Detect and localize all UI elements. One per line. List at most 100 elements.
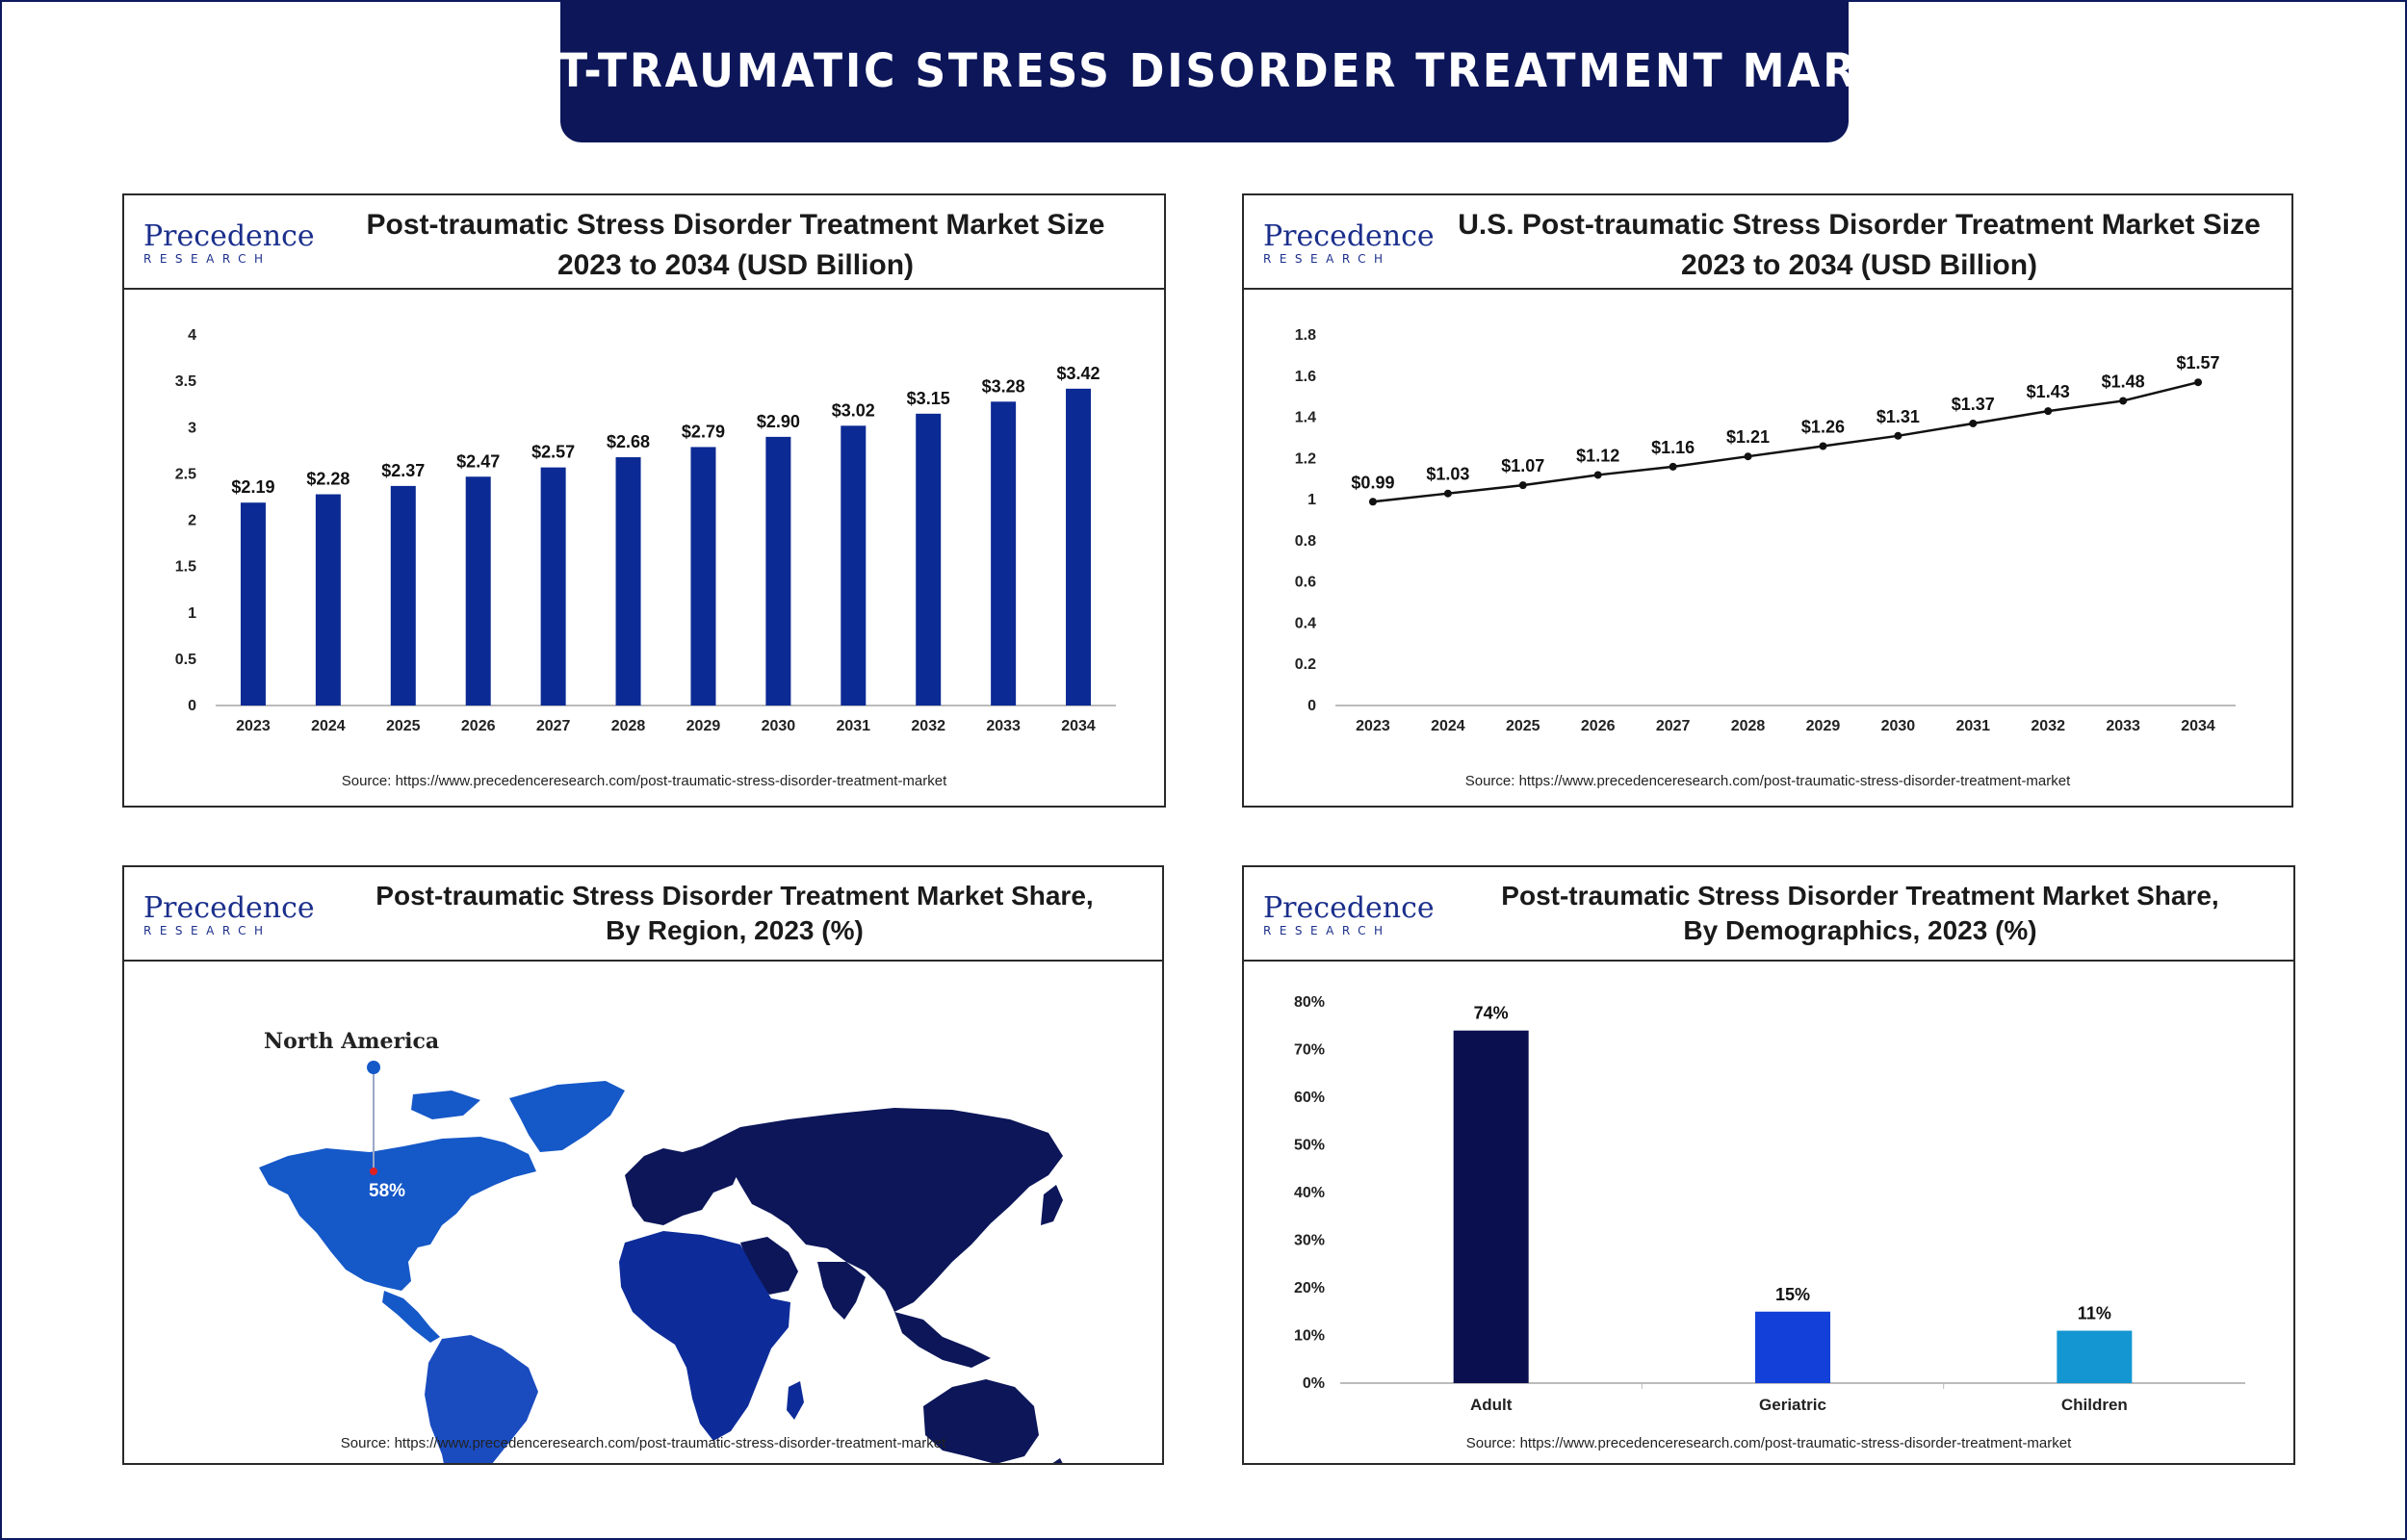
y-tick-label: 1: [188, 605, 196, 622]
y-tick-label: 1.6: [1295, 369, 1316, 385]
bar-value-label: $3.28: [982, 376, 1025, 396]
logo-wordmark: Precedence: [143, 219, 315, 253]
x-tick-label: 2026: [461, 718, 496, 734]
x-tick-label: 2034: [2181, 718, 2215, 734]
precedence-logo: Precedence RESEARCH: [1263, 894, 1435, 938]
point-value-label: $1.26: [1801, 418, 1845, 437]
panel-header: Precedence RESEARCH Post-traumatic Stres…: [1244, 867, 2293, 962]
callout-marker: [370, 1168, 377, 1175]
map-australia: [923, 1379, 1039, 1463]
map-asia: [702, 1108, 1063, 1312]
data-point: [2044, 407, 2053, 416]
y-tick-label: 0.4: [1295, 615, 1316, 631]
point-value-label: $1.12: [1576, 446, 1619, 465]
demographics-bar-chart: 0% 10% 20% 30% 40% 50% 60% 70% 80% 74% Adult 15% Ger…: [1294, 994, 2245, 1414]
y-tick-label: 4: [188, 327, 196, 344]
x-tick-label: 2031: [836, 718, 870, 734]
bar: [390, 485, 416, 706]
world-map: [259, 1061, 1063, 1463]
chart-title: U.S. Post-traumatic Stress Disorder Trea…: [1446, 205, 2272, 286]
chart-title-line-1: Post-traumatic Stress Disorder Treatment…: [366, 209, 1105, 241]
callout-dot: [367, 1061, 380, 1074]
x-tick-label: 2030: [762, 718, 796, 734]
map-south-america: [425, 1335, 538, 1463]
x-tick-label: 2030: [1881, 718, 1916, 734]
x-tick-label: 2033: [2106, 718, 2140, 734]
chart-title-line-1: U.S. Post-traumatic Stress Disorder Trea…: [1458, 209, 2261, 241]
point-value-label: $1.31: [1876, 407, 1920, 426]
x-tick-label: 2029: [686, 718, 721, 734]
data-point: [1669, 462, 1677, 471]
x-tick-label: 2023: [1356, 718, 1390, 734]
point-value-label: $0.99: [1351, 473, 1394, 492]
chart-title-line-2: 2023 to 2034 (USD Billion): [556, 249, 915, 281]
logo-subtext: RESEARCH: [143, 924, 272, 937]
y-tick-label: 70%: [1294, 1042, 1325, 1059]
x-tick-label: 2032: [911, 718, 945, 734]
bar-value-label: $2.79: [682, 422, 725, 441]
chart-title: Post-traumatic Stress Disorder Treatment…: [326, 879, 1143, 948]
series-line: [1372, 380, 2199, 503]
bar-value-label: $2.57: [531, 443, 575, 462]
map-europe: [625, 1146, 740, 1225]
point-value-label: $1.43: [2027, 382, 2070, 401]
bar: [615, 457, 641, 706]
x-tick-label: 2032: [2031, 718, 2065, 734]
chart-title: Post-traumatic Stress Disorder Treatment…: [1446, 879, 2274, 948]
demographics-share-panel: Precedence RESEARCH Post-traumatic Stres…: [1242, 865, 2295, 1465]
point-value-label: $1.07: [1501, 456, 1544, 475]
map-north-america: [259, 1137, 536, 1291]
logo-subtext: RESEARCH: [1263, 924, 1391, 937]
y-tick-label: 0.5: [175, 652, 196, 668]
us-market-size-line-chart: 0 0.2 0.4 0.6 0.8 1 1.2 1.4 1.6 1.8 $0.99 2023 $1.03…: [1295, 327, 2236, 734]
source-text: Source: https://www.precedenceresearch.c…: [1464, 773, 2071, 789]
point-value-label: $1.48: [2102, 372, 2145, 391]
y-tick-label: 1.8: [1295, 327, 1316, 344]
x-tick-label: 2028: [1731, 718, 1766, 734]
y-tick-label: 0: [1307, 698, 1316, 714]
market-size-bar-chart: 0 0.5 1 1.5 2 2.5 3 3.5 4 $2.19 2023 $2.28 2024 $2.37…: [175, 327, 1116, 734]
bar: [540, 467, 566, 706]
bar-value-label: 74%: [1474, 1004, 1509, 1023]
data-point: [1894, 431, 1902, 440]
source-text: Source: https://www.precedenceresearch.c…: [1465, 1435, 2072, 1451]
data-point: [1368, 498, 1377, 506]
x-tick-label: 2024: [1431, 718, 1465, 734]
y-tick-label: 1.4: [1295, 410, 1316, 426]
bar: [690, 447, 716, 706]
data-point: [1593, 471, 1602, 479]
logo-subtext: RESEARCH: [1263, 252, 1391, 266]
x-tick-label: 2033: [986, 718, 1021, 734]
y-tick-label: 3: [188, 420, 196, 436]
map-india: [817, 1262, 866, 1320]
map-se-asia: [894, 1312, 991, 1368]
chart-title-line-2: By Region, 2023 (%): [606, 915, 864, 945]
chart-title-line-1: Post-traumatic Stress Disorder Treatment…: [375, 881, 1094, 911]
source-text: Source: https://www.precedenceresearch.c…: [341, 773, 947, 789]
data-point: [2119, 397, 2128, 405]
chart-title: Post-traumatic Stress Disorder Treatment…: [326, 205, 1145, 286]
bar-value-label: 15%: [1775, 1285, 1810, 1304]
chart-title-line-2: By Demographics, 2023 (%): [1683, 915, 2037, 945]
logo-wordmark: Precedence: [143, 891, 315, 925]
data-point: [1819, 442, 1827, 450]
bar: [1755, 1311, 1830, 1383]
y-tick-label: 0: [188, 698, 196, 714]
x-tick-label: 2025: [1506, 718, 1540, 734]
x-tick-label: 2029: [1806, 718, 1841, 734]
x-tick-label: 2024: [311, 718, 346, 734]
precedence-logo: Precedence RESEARCH: [1263, 222, 1435, 267]
bar-value-label: $2.47: [456, 451, 500, 471]
y-tick-label: 1.5: [175, 559, 196, 576]
data-point: [1518, 481, 1527, 490]
header-banner: POST-TRAUMATIC STRESS DISORDER TREATMENT…: [453, 0, 1954, 142]
data-point: [2194, 378, 2203, 387]
x-tick-label: Adult: [1470, 1396, 1513, 1414]
bar: [765, 436, 791, 706]
y-tick-label: 0.2: [1295, 656, 1316, 673]
chart-title-line-2: 2023 to 2034 (USD Billion): [1680, 249, 2038, 281]
bar-value-label: $2.68: [607, 432, 650, 451]
bar: [841, 425, 867, 706]
page-title: POST-TRAUMATIC STRESS DISORDER TREATMENT…: [452, 44, 1957, 98]
y-tick-label: 1: [1307, 492, 1316, 508]
